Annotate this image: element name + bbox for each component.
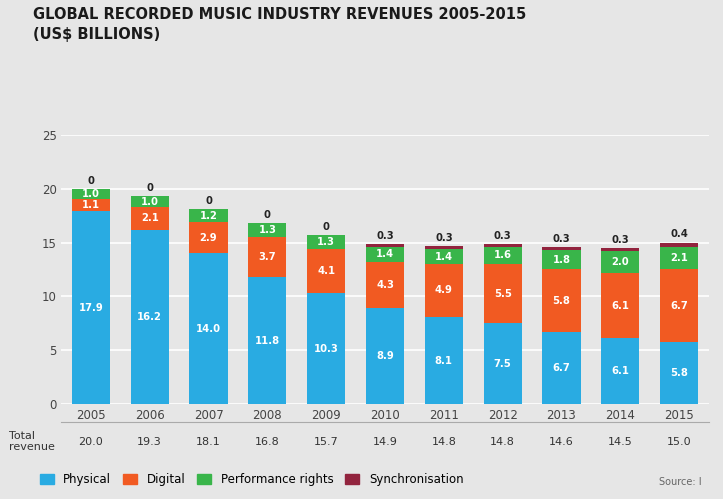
Text: 3.7: 3.7 bbox=[259, 252, 276, 262]
Text: 1.1: 1.1 bbox=[82, 200, 100, 211]
Text: 14.8: 14.8 bbox=[432, 437, 456, 447]
Text: 2.9: 2.9 bbox=[200, 233, 218, 243]
Text: 6.1: 6.1 bbox=[612, 300, 629, 310]
Bar bbox=[660, 243, 698, 247]
Text: 18.1: 18.1 bbox=[196, 437, 221, 447]
Bar bbox=[366, 262, 404, 308]
Bar bbox=[424, 264, 463, 317]
Bar bbox=[660, 269, 698, 342]
Bar bbox=[424, 249, 463, 264]
Text: 4.9: 4.9 bbox=[435, 285, 453, 295]
Text: 15.7: 15.7 bbox=[314, 437, 338, 447]
Text: 0.3: 0.3 bbox=[612, 235, 629, 245]
Text: 1.8: 1.8 bbox=[552, 255, 570, 265]
Text: Total
revenue: Total revenue bbox=[9, 431, 54, 453]
Text: 1.0: 1.0 bbox=[82, 189, 100, 199]
Text: 0: 0 bbox=[322, 222, 330, 232]
Text: 14.8: 14.8 bbox=[490, 437, 515, 447]
Text: 0.3: 0.3 bbox=[494, 231, 511, 241]
Bar bbox=[484, 264, 522, 323]
Bar bbox=[484, 323, 522, 404]
Bar bbox=[307, 293, 346, 404]
Bar bbox=[248, 223, 286, 237]
Bar bbox=[72, 189, 110, 200]
Text: 1.3: 1.3 bbox=[317, 237, 335, 247]
Text: 0.3: 0.3 bbox=[376, 231, 394, 241]
Text: 1.4: 1.4 bbox=[376, 250, 394, 259]
Bar bbox=[248, 277, 286, 404]
Text: 6.7: 6.7 bbox=[670, 300, 688, 310]
Text: 0: 0 bbox=[87, 176, 94, 186]
Text: 2.1: 2.1 bbox=[670, 253, 688, 263]
Bar bbox=[189, 209, 228, 222]
Bar bbox=[131, 207, 168, 230]
Bar bbox=[542, 269, 581, 332]
Text: 14.9: 14.9 bbox=[372, 437, 398, 447]
Text: 17.9: 17.9 bbox=[79, 303, 103, 313]
Bar bbox=[542, 247, 581, 250]
Bar bbox=[484, 244, 522, 247]
Text: 0.4: 0.4 bbox=[670, 230, 688, 240]
Text: 10.3: 10.3 bbox=[314, 344, 338, 354]
Text: 20.0: 20.0 bbox=[79, 437, 103, 447]
Bar bbox=[307, 235, 346, 249]
Text: 14.0: 14.0 bbox=[196, 324, 221, 334]
Bar bbox=[307, 249, 346, 293]
Bar bbox=[660, 247, 698, 269]
Text: 1.4: 1.4 bbox=[435, 251, 453, 261]
Text: 0: 0 bbox=[264, 210, 271, 220]
Bar bbox=[602, 272, 639, 338]
Text: 1.6: 1.6 bbox=[494, 250, 512, 260]
Text: 14.5: 14.5 bbox=[608, 437, 633, 447]
Text: 11.8: 11.8 bbox=[254, 336, 280, 346]
Bar bbox=[131, 230, 168, 404]
Text: 8.9: 8.9 bbox=[376, 351, 394, 361]
Bar bbox=[189, 253, 228, 404]
Text: 0.3: 0.3 bbox=[435, 233, 453, 243]
Text: 1.2: 1.2 bbox=[200, 211, 218, 221]
Text: 14.6: 14.6 bbox=[549, 437, 574, 447]
Text: 16.8: 16.8 bbox=[255, 437, 280, 447]
Text: 4.3: 4.3 bbox=[376, 280, 394, 290]
Text: 1.0: 1.0 bbox=[141, 197, 158, 207]
Bar bbox=[424, 317, 463, 404]
Text: 7.5: 7.5 bbox=[494, 359, 512, 369]
Text: 2.1: 2.1 bbox=[141, 213, 158, 223]
Text: 6.1: 6.1 bbox=[612, 366, 629, 376]
Text: 5.5: 5.5 bbox=[494, 289, 512, 299]
Text: 1.3: 1.3 bbox=[258, 225, 276, 235]
Bar bbox=[602, 338, 639, 404]
Bar bbox=[366, 247, 404, 262]
Bar bbox=[189, 222, 228, 253]
Text: 5.8: 5.8 bbox=[670, 368, 688, 378]
Text: 5.8: 5.8 bbox=[552, 296, 570, 306]
Text: Source: I: Source: I bbox=[659, 477, 701, 487]
Bar bbox=[366, 244, 404, 247]
Bar bbox=[602, 251, 639, 272]
Text: (US$ BILLIONS): (US$ BILLIONS) bbox=[33, 27, 160, 42]
Text: 8.1: 8.1 bbox=[435, 355, 453, 366]
Bar bbox=[660, 342, 698, 404]
Text: 6.7: 6.7 bbox=[552, 363, 570, 373]
Legend: Physical, Digital, Performance rights, Synchronisation: Physical, Digital, Performance rights, S… bbox=[35, 468, 469, 491]
Bar bbox=[366, 308, 404, 404]
Bar bbox=[602, 248, 639, 251]
Text: 0.3: 0.3 bbox=[552, 234, 570, 244]
Text: 0: 0 bbox=[205, 196, 212, 206]
Bar bbox=[424, 246, 463, 249]
Bar bbox=[72, 200, 110, 211]
Text: 16.2: 16.2 bbox=[137, 312, 162, 322]
Bar bbox=[484, 247, 522, 264]
Bar bbox=[542, 332, 581, 404]
Bar bbox=[131, 196, 168, 207]
Text: 0: 0 bbox=[146, 183, 153, 193]
Bar bbox=[72, 211, 110, 404]
Text: 2.0: 2.0 bbox=[612, 257, 629, 267]
Text: 15.0: 15.0 bbox=[667, 437, 691, 447]
Text: GLOBAL RECORDED MUSIC INDUSTRY REVENUES 2005-2015: GLOBAL RECORDED MUSIC INDUSTRY REVENUES … bbox=[33, 7, 526, 22]
Text: 19.3: 19.3 bbox=[137, 437, 162, 447]
Bar bbox=[542, 250, 581, 269]
Bar bbox=[248, 237, 286, 277]
Text: 4.1: 4.1 bbox=[317, 266, 335, 276]
